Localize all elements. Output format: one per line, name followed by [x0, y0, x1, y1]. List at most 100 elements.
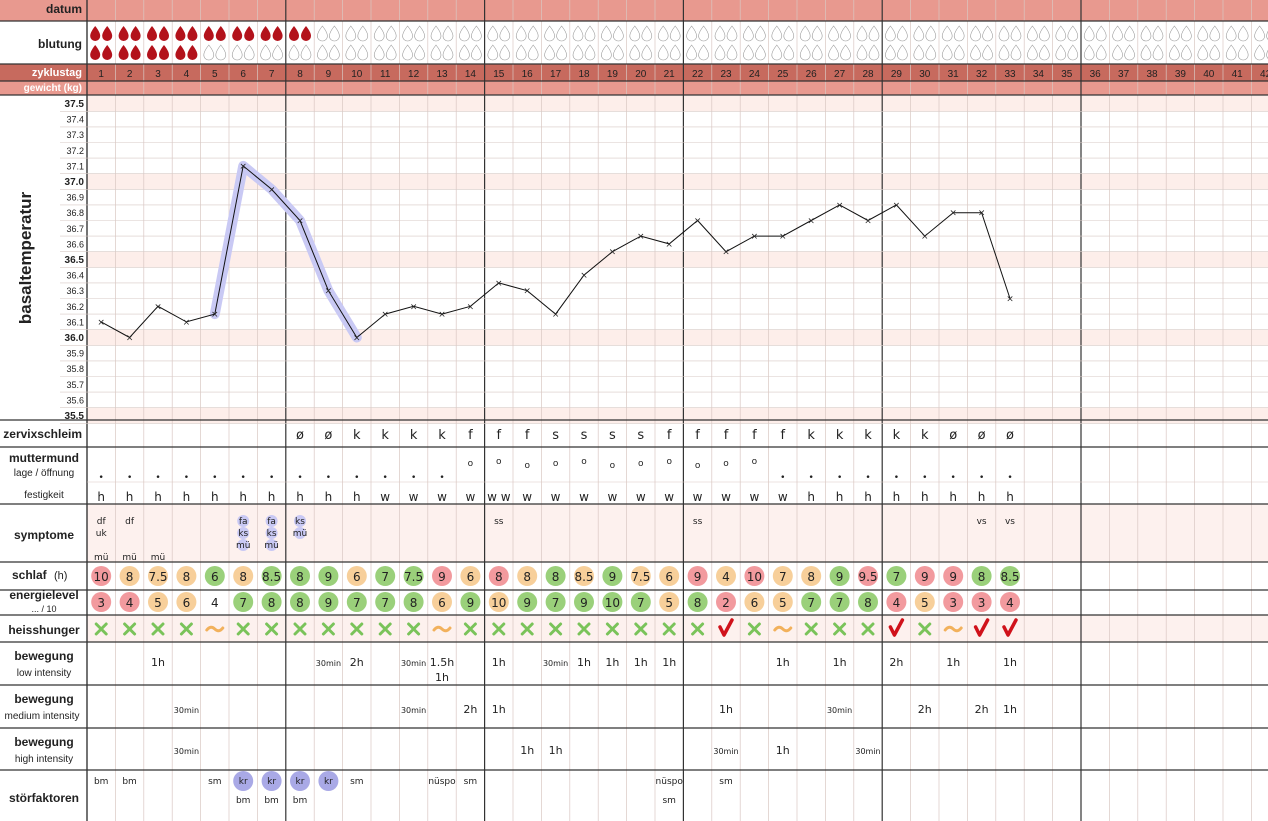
zervixschleim-value: k: [410, 428, 418, 443]
bewegung-low-value: 2h: [889, 656, 903, 669]
blood-drop: [1124, 44, 1135, 61]
energie-circle: [432, 592, 452, 612]
blood-drop: [1039, 25, 1050, 42]
blood-drop: [329, 44, 340, 61]
schlaf-value: 9: [949, 570, 957, 584]
blood-drop: [300, 44, 312, 61]
energie-circle: [716, 592, 736, 612]
festigkeit-value: h: [239, 490, 247, 504]
schlaf-circle: [630, 566, 651, 586]
energie-value: 3: [978, 596, 986, 610]
temp-scale-label: 37.0: [65, 177, 85, 188]
blood-drop: [1209, 25, 1221, 42]
temperature-point: ×: [552, 310, 560, 320]
blood-drop: [527, 44, 539, 61]
festigkeit-value: w: [380, 490, 390, 504]
blood-drop: [175, 26, 186, 42]
blood-drop: [783, 25, 795, 42]
blood-drop: [130, 45, 141, 60]
energie-circle: [630, 592, 651, 612]
energie-circle: [659, 592, 680, 612]
blood-drop: [272, 26, 283, 42]
festigkeit-value: w: [636, 490, 646, 504]
blood-drop: [669, 44, 681, 61]
blood-drop: [953, 25, 965, 42]
blood-drop: [487, 25, 499, 42]
blood-drop: [215, 44, 227, 61]
temp-band: [87, 329, 1268, 346]
bewegung-high-value: 30min: [855, 747, 880, 756]
blood-drop: [414, 44, 425, 61]
schlaf-value: 10: [94, 570, 109, 584]
heisshunger-no: [179, 622, 193, 636]
zervixschleim-value: k: [807, 428, 815, 443]
schlaf-value: 7.5: [404, 570, 423, 584]
heisshunger-no: [747, 622, 761, 636]
temp-scale-label: 37.2: [66, 146, 84, 156]
schlaf-value: 7: [779, 570, 787, 584]
temperature-point: ×: [410, 302, 418, 312]
heisshunger-no: [265, 622, 279, 636]
energie-value: 7: [637, 596, 645, 610]
energie-value: 8: [410, 596, 418, 610]
temperature-point: ×: [325, 287, 333, 297]
muttermund-mark: •: [865, 473, 870, 483]
schlaf-value: 9: [836, 570, 844, 584]
day-number: 32: [976, 69, 988, 80]
energie-circle: [488, 592, 509, 612]
schlaf-circle: [176, 566, 197, 586]
blood-drop: [288, 44, 300, 61]
energie-circle: [375, 592, 396, 612]
blood-drop: [913, 25, 925, 42]
blood-drop: [471, 44, 482, 61]
heisshunger-no: [378, 622, 392, 636]
temp-band: [87, 173, 1268, 190]
schlaf-circle: [290, 566, 310, 586]
schlaf-value: 7.5: [148, 570, 167, 584]
schlaf-circle: [886, 566, 907, 586]
energie-value: 9: [325, 596, 333, 610]
blood-drop: [584, 25, 596, 42]
schlaf-value: 8: [552, 570, 560, 584]
energie-circle: [971, 592, 992, 612]
temp-scale-label: 35.7: [66, 380, 84, 390]
blood-drop: [811, 25, 823, 42]
schlaf-value: 6: [467, 570, 475, 584]
day-number: 15: [493, 69, 505, 80]
temperature-point: ×: [864, 217, 872, 227]
temperature-point: ×: [239, 162, 247, 172]
heisshunger-no: [407, 622, 421, 636]
temp-band: [87, 95, 1268, 112]
bewegung-medium-value: 30min: [827, 706, 852, 715]
blood-drop: [897, 44, 908, 61]
blood-drop: [187, 26, 198, 42]
symptom-mark-bg: [294, 527, 306, 539]
stoerfaktor-value: sm: [350, 777, 363, 787]
stoerfaktor-value: sm: [662, 796, 675, 806]
blood-drop: [1197, 44, 1209, 61]
schlaf-circle: [375, 566, 396, 586]
blood-drop: [1169, 25, 1180, 42]
schlaf-circle: [261, 566, 282, 586]
blood-drop: [1197, 25, 1209, 42]
energie-value: 7: [353, 596, 361, 610]
muttermund-mark: o: [666, 457, 672, 467]
blood-drop: [357, 44, 369, 61]
blood-drop: [345, 25, 357, 42]
muttermund-mark: o: [610, 461, 616, 471]
muttermund-mark: •: [780, 473, 785, 483]
temperature-point: ×: [1006, 295, 1014, 305]
stoerfaktor-value: sm: [464, 777, 477, 787]
energie-circle: [687, 592, 708, 612]
blood-drop: [840, 25, 851, 42]
energie-value: 4: [211, 596, 219, 610]
blood-drop: [102, 45, 113, 60]
zervixschleim-value: ø: [324, 428, 332, 443]
day-number: 4: [184, 69, 190, 80]
symptom-text: ks: [267, 529, 277, 539]
day-number: 17: [550, 69, 562, 80]
zervixschleim-value: ø: [296, 428, 304, 443]
energie-circle: [176, 592, 197, 612]
muttermund-mark: o: [695, 461, 701, 471]
heisshunger-row-bg: [87, 615, 1268, 642]
